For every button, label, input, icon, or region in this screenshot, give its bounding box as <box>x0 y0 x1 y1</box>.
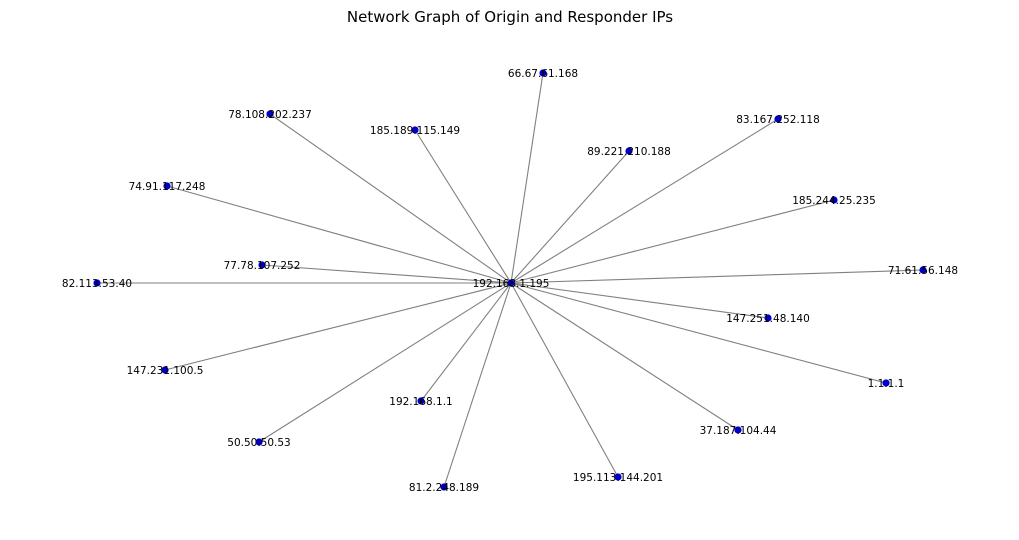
graph-node-label: 81.2.248.189 <box>409 482 479 494</box>
graph-node <box>625 147 633 155</box>
graph-edge <box>164 282 512 371</box>
graph-title: Network Graph of Origin and Responder IP… <box>347 8 673 26</box>
graph-node-label: 83.167.252.118 <box>736 114 820 126</box>
graph-node <box>255 438 263 446</box>
graph-node <box>830 196 838 204</box>
graph-edge <box>510 282 769 319</box>
graph-edge <box>258 282 512 443</box>
graph-node <box>417 397 425 405</box>
labels-layer: 192.168.1.195 66.67.61.168 78.108.202.237 1… <box>62 68 958 494</box>
graph-edge <box>510 282 619 478</box>
graph-node <box>734 426 742 434</box>
graph-node-label: 82.113.53.40 <box>62 278 132 290</box>
graph-edge <box>510 199 835 284</box>
nodes-layer <box>93 69 927 491</box>
graph-node <box>764 314 772 322</box>
graph-node <box>163 182 171 190</box>
graph-edge <box>420 282 512 402</box>
graph-edge <box>443 282 512 488</box>
graph-node <box>919 266 927 274</box>
hub-node-label: 192.168.1.195 <box>473 278 550 290</box>
graph-node <box>411 126 419 134</box>
graph-node-label: 78.108.202.237 <box>228 109 312 121</box>
graph-node-label: 71.61.56.148 <box>888 265 958 277</box>
graph-node-label: 74.91.117.248 <box>129 181 206 193</box>
graph-edge <box>510 282 887 384</box>
graph-node <box>161 366 169 374</box>
graph-edge <box>510 282 739 431</box>
graph-node-label: 1.1.1.1 <box>868 378 905 390</box>
graph-node-label: 185.244.25.235 <box>792 195 876 207</box>
graph-edge <box>510 150 630 284</box>
graph-node-label: 147.231.100.5 <box>127 365 204 377</box>
graph-node <box>258 261 266 269</box>
graph-node-label: 185.189.115.149 <box>370 125 460 137</box>
graph-node <box>440 483 448 491</box>
hub-node <box>507 279 515 287</box>
graph-edge <box>510 118 779 284</box>
graph-node-label: 77.78.107.252 <box>224 260 301 272</box>
graph-node <box>614 473 622 481</box>
graph-edge <box>269 113 512 284</box>
graph-edge <box>510 269 924 284</box>
graph-node <box>774 115 782 123</box>
graph-edge <box>510 72 544 284</box>
graph-node <box>266 110 274 118</box>
graph-node-label: 195.113.144.201 <box>573 472 663 484</box>
edges-layer <box>97 72 924 488</box>
graph-node-label: 50.50.50.53 <box>227 437 290 449</box>
graph-node <box>539 69 547 77</box>
graph-node-label: 89.221.210.188 <box>587 146 671 158</box>
graph-edge <box>166 185 512 284</box>
graph-node-label: 66.67.61.168 <box>508 68 578 80</box>
graph-edge <box>261 264 512 284</box>
graph-node-label: 192.168.1.1 <box>389 396 452 408</box>
graph-node-label: 37.187.104.44 <box>700 425 777 437</box>
graph-edge <box>414 129 512 284</box>
graph-node <box>93 279 101 287</box>
graph-node <box>882 379 890 387</box>
graph-node-label: 147.251.48.140 <box>726 313 810 325</box>
